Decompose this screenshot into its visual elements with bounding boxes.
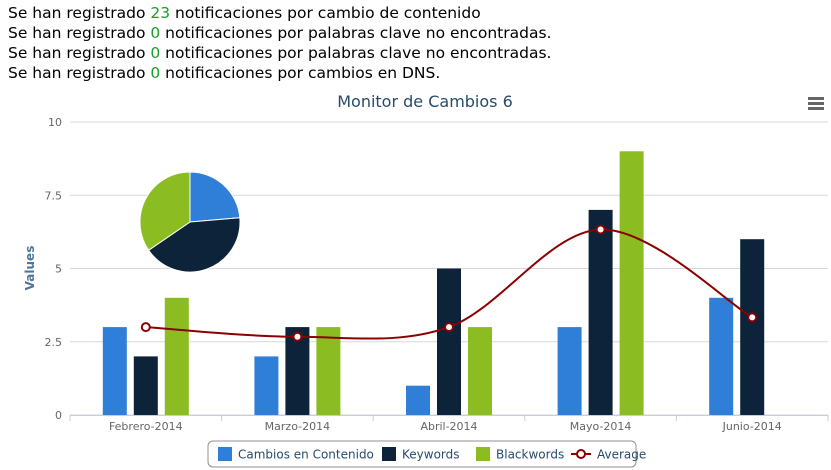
legend-item[interactable]: Blackwords [476,447,564,462]
legend-marker [576,449,586,459]
y-tick-label: 0 [55,409,62,422]
notification-count: 0 [150,44,161,62]
notification-summary: Se han registrado 23 notificaciones por … [8,3,551,83]
notification-line-dns: Se han registrado 0 notificaciones por c… [8,63,551,83]
legend-item[interactable]: Cambios en Contenido [218,447,374,462]
pie-slice[interactable] [139,171,191,251]
average-point[interactable] [444,322,454,333]
notification-count: 0 [150,24,161,42]
y-axis-title: Values [23,246,37,291]
y-tick-label: 2.5 [45,336,63,349]
bar[interactable] [588,209,613,415]
notification-count: 0 [150,64,161,82]
notification-text: notificaciones por palabras clave no enc… [160,44,552,62]
legend: Cambios en Contenido Keywords Blackwords Av… [207,440,646,468]
y-axis-ticks: 0 2.5 5 7.5 10 [45,116,63,422]
notification-text: Se han registrado [8,44,151,62]
notification-line-content: Se han registrado 23 notificaciones por … [8,3,551,23]
legend-label: Keywords [402,448,460,462]
series-keywords [133,209,765,416]
bar[interactable] [406,385,430,415]
y-tick-label: 5 [55,263,62,276]
bar[interactable] [740,239,765,415]
x-tick-label: Junio-2014 [722,420,782,433]
bar[interactable] [164,297,189,415]
average-point[interactable] [595,224,606,235]
bar[interactable] [437,268,461,416]
notification-text: Se han registrado [8,64,151,82]
bar[interactable] [133,356,158,415]
notification-line-blackwords: Se han registrado 0 notificaciones por p… [8,43,551,63]
series-cambios-en-contenido [102,297,734,415]
chart-title: Monitor de Cambios 6 [337,92,513,111]
average-point[interactable] [747,312,758,323]
legend-label: Blackwords [496,448,564,462]
bar[interactable] [316,327,341,415]
notification-text: notificaciones por cambios en DNS. [160,64,441,82]
average-line [145,228,753,340]
hamburger-menu-icon[interactable] [804,93,828,113]
average-series [140,224,758,342]
bar[interactable] [619,151,644,416]
notification-text: notificaciones por cambio de contenido [170,4,481,22]
x-tick-label: Marzo-2014 [265,420,330,433]
legend-symbol [476,447,490,461]
y-tick-label: 10 [48,116,62,129]
bar[interactable] [709,297,734,415]
legend-box [207,440,637,468]
bar-series [102,151,765,416]
legend-label: Cambios en Contenido [238,448,374,462]
average-point[interactable] [292,331,303,342]
legend-item[interactable]: Average [571,448,646,462]
notification-text: Se han registrado [8,4,151,22]
notification-text: notificaciones por palabras clave no enc… [160,24,552,42]
legend-symbol [218,447,232,461]
bar[interactable] [102,327,127,415]
legend-item[interactable]: Keywords [382,447,460,462]
legend-symbol [382,447,396,461]
bar[interactable] [468,327,492,415]
y-tick-label: 7.5 [45,189,63,202]
bar[interactable] [557,327,582,415]
x-tick-label: Mayo-2014 [570,420,632,433]
pie-slice[interactable] [189,171,241,223]
average-point[interactable] [140,322,151,333]
notification-line-keywords: Se han registrado 0 notificaciones por p… [8,23,551,43]
pie-chart [139,171,241,273]
pie-slice[interactable] [148,217,241,273]
series-blackwords [164,151,644,416]
x-tick-label: Abril-2014 [420,420,477,433]
x-tick-label: Febrero-2014 [109,420,183,433]
legend-label: Average [597,448,646,462]
notification-text: Se han registrado [8,24,151,42]
notification-count: 23 [150,4,171,22]
x-axis: Febrero-2014 Marzo-2014 Abril-2014 Mayo-201… [69,415,829,433]
bar[interactable] [254,356,279,415]
monitor-chart: Monitor de Cambios 6 0 2.5 5 7.5 10 Values F… [23,92,829,468]
